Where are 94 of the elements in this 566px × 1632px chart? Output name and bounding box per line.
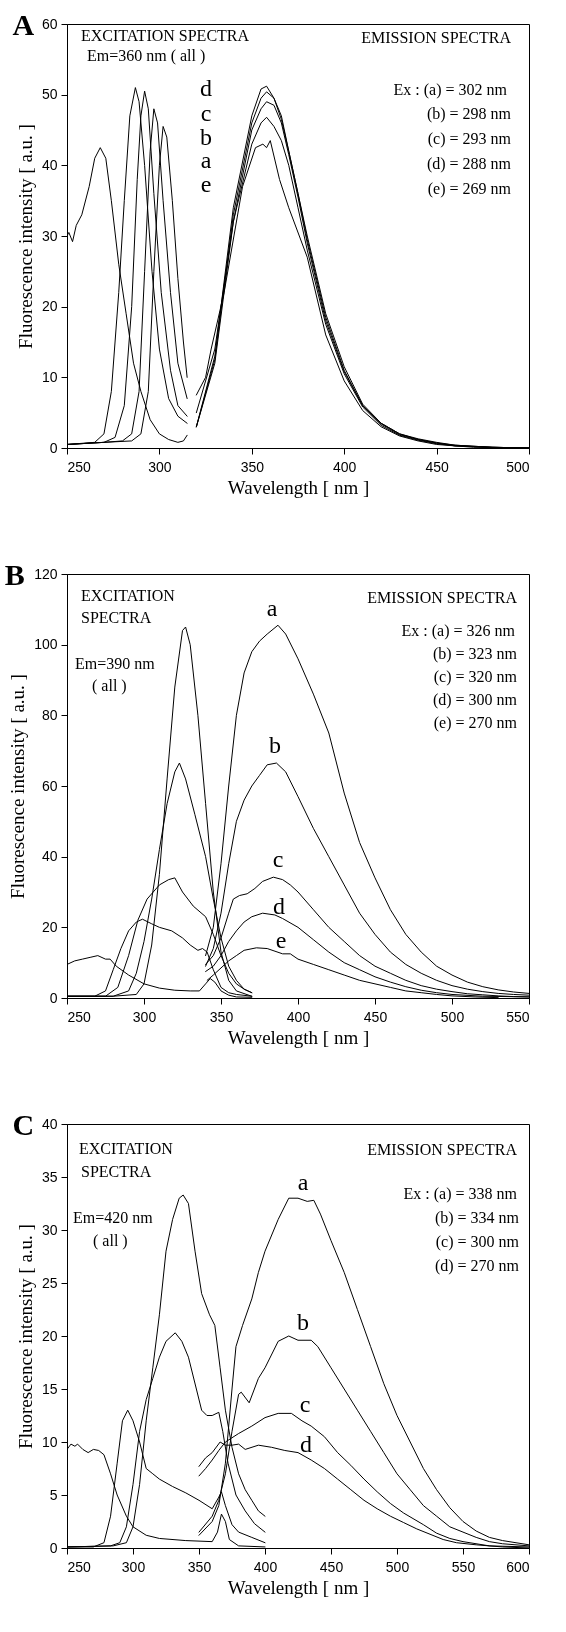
annotation: SPECTRA [81,609,152,626]
x-tick-label: 400 [286,1008,311,1025]
x-tick-label: 550 [506,1008,530,1025]
x-tick-label: 300 [121,1558,146,1575]
x-tick-label: 500 [506,458,530,475]
annotation: (b) = 334 nm [434,1209,520,1227]
x-tick-label: 350 [240,458,265,475]
chart-title: A [12,8,35,41]
x-tick-label: 400 [253,1558,278,1575]
x-tick-label: 300 [132,1008,157,1025]
annotation: d [273,893,285,919]
y-tick-label: 50 [41,86,58,103]
y-tick-label: 5 [49,1486,58,1503]
annotation: c [200,100,212,126]
annotation: d [200,75,212,101]
y-tick-label: 100 [34,636,58,653]
annotation: a [266,595,278,621]
y-tick-label: 20 [41,1327,58,1344]
x-tick-label: 500 [440,1008,465,1025]
annotation: a [297,1169,309,1195]
y-axis-title: Fluorescence intensity [ a.u. ] [14,124,36,349]
annotation: SPECTRA [81,1163,152,1180]
y-tick-label: 0 [49,1539,58,1556]
annotation: ( all ) [93,1232,128,1250]
annotation: b [297,1309,309,1335]
annotation: b [200,124,212,150]
y-tick-label: 10 [41,1433,58,1450]
annotation: a [200,147,212,173]
y-axis-title: Fluorescence intensity [ a.u. ] [14,1224,36,1449]
chart-title: B [4,558,25,591]
y-tick-label: 30 [41,1221,58,1238]
annotation: EMISSION SPECTRA [361,29,512,46]
x-tick-label: 450 [319,1558,344,1575]
y-tick-label: 80 [41,706,58,723]
y-tick-label: 0 [49,989,58,1006]
annotation: (d) = 288 nm [426,155,512,173]
annotation: EXCITATION [79,1140,174,1157]
y-axis-title: Fluorescence intensity [ a.u. ] [7,674,29,899]
y-tick-label: 120 [34,565,58,582]
x-tick-label: 450 [363,1008,388,1025]
annotation: (d) = 300 nm [432,691,518,709]
annotation: EMISSION SPECTRA [367,589,518,606]
x-axis-title: Wavelength [ nm ] [227,476,370,498]
annotation: Ex : (a) = 338 nm [403,1185,518,1203]
annotation: c [272,846,284,872]
annotation: (e) = 270 nm [433,714,518,732]
x-axis-title: Wavelength [ nm ] [227,1576,370,1598]
annotation: EXCITATION [81,587,176,604]
y-tick-label: 40 [41,848,58,865]
annotation: Ex : (a) = 302 nm [393,81,508,99]
annotation: (e) = 269 nm [427,180,512,198]
x-axis-title: Wavelength [ nm ] [227,1026,370,1048]
annotation: (c) = 320 nm [433,668,518,686]
annotation: Ex : (a) = 326 nm [401,622,516,640]
y-tick-label: 40 [41,1115,58,1132]
annotation: e [275,927,287,953]
y-tick-label: 60 [41,777,58,794]
annotation: c [299,1391,311,1417]
x-tick-label: 250 [67,458,92,475]
annotation: (c) = 293 nm [427,130,512,148]
annotation: b [269,732,281,758]
annotation: (b) = 323 nm [432,645,518,663]
x-tick-label: 400 [333,458,357,475]
y-tick-label: 20 [41,298,58,315]
x-tick-label: 600 [506,1558,530,1575]
chart-title: C [12,1108,35,1141]
x-tick-label: 250 [67,1008,92,1025]
annotation: Em=360 nm ( all ) [87,47,206,65]
y-tick-label: 15 [41,1380,58,1397]
y-tick-label: 35 [41,1168,58,1185]
annotation: Em=390 nm [75,655,156,672]
x-tick-label: 350 [209,1008,234,1025]
y-tick-label: 0 [49,439,58,456]
annotation: EMISSION SPECTRA [367,1141,518,1158]
y-tick-label: 40 [41,156,58,173]
y-tick-label: 25 [41,1274,58,1291]
y-tick-label: 60 [41,15,58,32]
annotation: (c) = 300 nm [435,1233,520,1251]
annotation: (d) = 270 nm [434,1257,520,1275]
y-tick-label: 30 [41,227,58,244]
annotation: EXCITATION SPECTRA [81,27,250,44]
x-tick-label: 350 [187,1558,212,1575]
x-tick-label: 550 [451,1558,476,1575]
x-tick-label: 500 [385,1558,410,1575]
x-tick-label: 300 [148,458,172,475]
annotation: Em=420 nm [73,1209,154,1226]
annotation: e [200,171,212,197]
y-tick-label: 10 [41,368,58,385]
annotation: d [300,1431,312,1457]
annotation: ( all ) [92,677,127,695]
y-tick-label: 20 [41,918,58,935]
annotation: (b) = 298 nm [426,105,512,123]
x-tick-label: 450 [425,458,449,475]
x-tick-label: 250 [67,1558,92,1575]
